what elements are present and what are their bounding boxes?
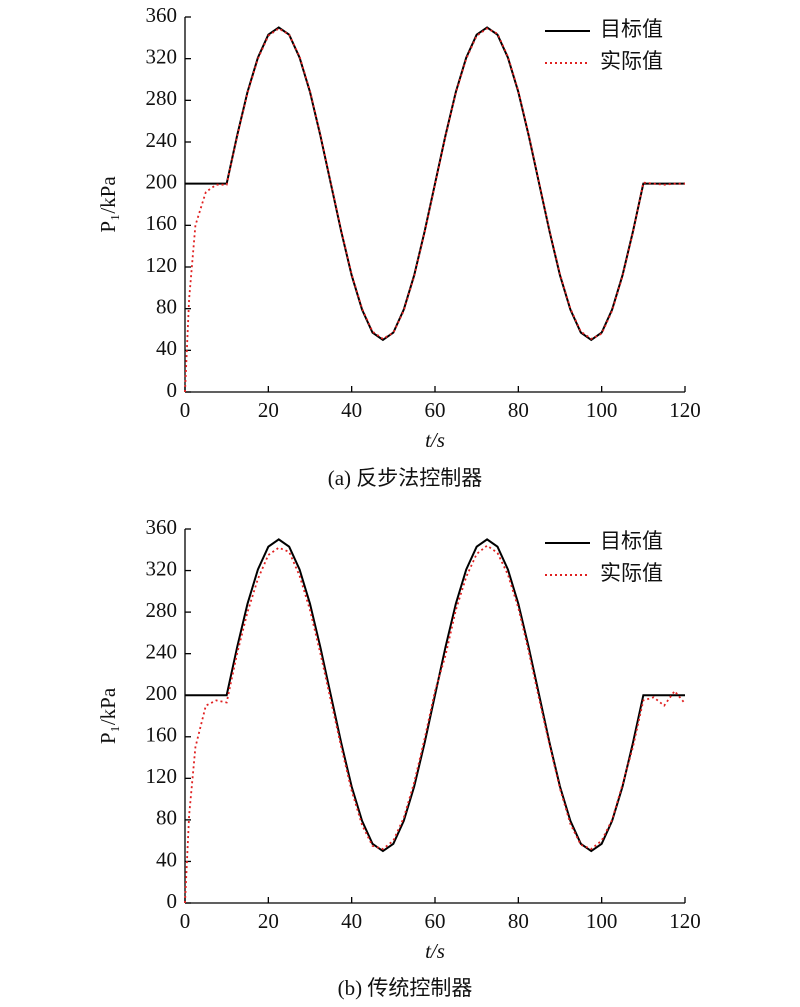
y-tick-label: 320 xyxy=(146,556,178,580)
caption: (b) 传统控制器 xyxy=(338,976,473,1000)
y-tick-label: 160 xyxy=(146,211,178,235)
y-tick-label: 120 xyxy=(146,764,178,788)
y-tick-label: 320 xyxy=(146,44,178,68)
legend-label: 实际值 xyxy=(600,49,663,73)
y-tick-label: 200 xyxy=(146,681,178,705)
legend-label: 实际值 xyxy=(600,561,663,585)
y-tick-label: 360 xyxy=(146,3,178,27)
y-tick-label: 360 xyxy=(146,515,178,539)
x-tick-label: 20 xyxy=(258,398,279,422)
x-tick-label: 100 xyxy=(586,909,618,933)
y-tick-label: 40 xyxy=(156,336,177,360)
y-tick-label: 0 xyxy=(167,378,178,402)
y-tick-label: 80 xyxy=(156,806,177,830)
y-tick-label: 80 xyxy=(156,294,177,318)
y-tick-label: 120 xyxy=(146,253,178,277)
x-axis-label: t/s xyxy=(425,939,445,963)
subplot: 0 40 80 120 160 200 240 280 320 360 0 20 40 60 80 100 12… xyxy=(96,3,701,490)
y-tick-label: 240 xyxy=(146,639,178,663)
x-tick-label: 60 xyxy=(425,398,446,422)
x-tick-label: 0 xyxy=(180,398,191,422)
y-tick-label: 160 xyxy=(146,723,178,747)
x-tick-label: 40 xyxy=(341,909,362,933)
x-tick-label: 60 xyxy=(425,909,446,933)
x-tick-label: 40 xyxy=(341,398,362,422)
y-tick-label: 280 xyxy=(146,86,178,110)
caption: (a) 反步法控制器 xyxy=(328,466,483,490)
y-tick-label: 280 xyxy=(146,598,178,622)
x-axis-label: t/s xyxy=(425,428,445,452)
legend-label: 目标值 xyxy=(600,529,663,553)
y-tick-label: 40 xyxy=(156,847,177,871)
series-line xyxy=(184,27,685,393)
y-tick-label: 0 xyxy=(167,889,178,913)
x-tick-label: 20 xyxy=(258,909,279,933)
legend-label: 目标值 xyxy=(600,17,663,41)
x-tick-label: 0 xyxy=(180,909,191,933)
y-axis-label: P₁/kPa xyxy=(96,687,120,744)
y-axis-label: P₁/kPa xyxy=(96,176,120,233)
x-tick-label: 120 xyxy=(669,909,701,933)
x-tick-label: 100 xyxy=(586,398,618,422)
y-tick-label: 200 xyxy=(146,169,178,193)
x-tick-label: 80 xyxy=(508,909,529,933)
series-line xyxy=(185,26,685,342)
y-tick-label: 240 xyxy=(146,128,178,152)
x-tick-label: 80 xyxy=(508,398,529,422)
x-tick-label: 120 xyxy=(669,398,701,422)
series-line xyxy=(184,544,686,904)
subplot: 0 40 80 120 160 200 240 280 320 360 0 20 40 60 80 100 12… xyxy=(96,515,701,1000)
